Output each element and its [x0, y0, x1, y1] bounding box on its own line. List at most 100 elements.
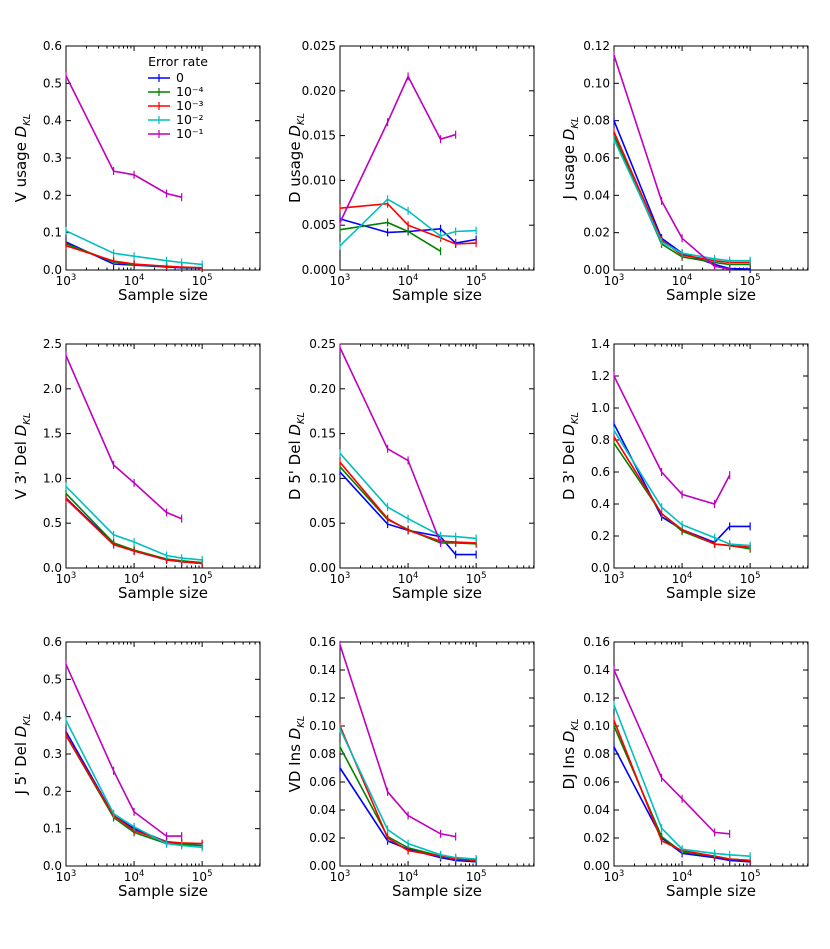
series-line [65, 734, 203, 847]
y-tick-label: 0.10 [309, 471, 336, 485]
y-tick-label: 0.2 [591, 529, 610, 543]
series-line [339, 452, 477, 540]
y-tick-label: 0.06 [583, 775, 610, 789]
x-axis-label: Sample size [392, 584, 482, 602]
x-tick-label: 105 [466, 869, 487, 884]
x-tick-label: 104 [398, 571, 419, 586]
y-axis-label: DJ Ins DKL [560, 719, 581, 790]
series-line [339, 644, 456, 838]
x-tick-label: 105 [740, 273, 761, 288]
legend-entry-label: 10⁻⁴ [176, 84, 204, 99]
y-axis-label: VD Ins DKL [286, 716, 307, 793]
x-tick-label: 103 [604, 571, 625, 586]
panel-8: 0.00 0.02 0.04 0.06 0.08 0.10 0.12 0.14 0.16 103 1… [286, 635, 535, 900]
series-line [339, 347, 442, 544]
y-tick-label: 0.2 [43, 784, 62, 798]
y-tick-label: 0.0 [43, 859, 62, 873]
y-tick-label: 0.6 [43, 39, 62, 53]
series-line [339, 198, 477, 247]
x-tick-label: 103 [330, 273, 351, 288]
y-tick-label: 2.0 [43, 382, 62, 396]
series-line [613, 135, 751, 266]
panel-9: 0.00 0.02 0.04 0.06 0.08 0.10 0.12 0.14 0.16 103 1… [560, 635, 809, 900]
series-line [65, 664, 182, 837]
y-tick-label: 0.16 [583, 635, 610, 649]
x-tick-label: 104 [124, 571, 145, 586]
series-line [65, 498, 203, 565]
y-tick-label: 0.4 [43, 114, 62, 128]
series-line [339, 728, 477, 860]
x-axis-label: Sample size [392, 882, 482, 900]
x-tick-label: 104 [672, 273, 693, 288]
y-tick-label: 0.2 [43, 188, 62, 202]
series-line [613, 429, 751, 547]
x-axis-label: Sample size [118, 882, 208, 900]
x-tick-label: 105 [740, 571, 761, 586]
x-tick-label: 103 [330, 869, 351, 884]
y-tick-label: 0.10 [309, 719, 336, 733]
y-axis-label: D usage DKL [286, 113, 307, 203]
y-tick-label: 0.00 [583, 263, 610, 277]
y-tick-label: 0.6 [43, 635, 62, 649]
series-line [339, 725, 477, 862]
x-tick-label: 103 [604, 869, 625, 884]
series-line [339, 218, 477, 244]
panel-6: 0.0 0.2 0.4 0.6 0.8 1.0 1.2 1.4 103 104 105Sample … [560, 337, 809, 602]
series-line [65, 355, 182, 520]
y-tick-label: 0.08 [583, 114, 610, 128]
y-tick-label: 0.10 [583, 76, 610, 90]
x-tick-label: 105 [466, 273, 487, 288]
y-tick-label: 0.05 [309, 516, 336, 530]
series-line [339, 471, 477, 556]
series-line [65, 493, 203, 564]
y-tick-label: 0.3 [43, 151, 62, 165]
series-line [613, 120, 751, 270]
x-tick-label: 103 [604, 273, 625, 288]
y-tick-label: 0.000 [302, 263, 336, 277]
x-tick-label: 105 [740, 869, 761, 884]
plot-frame [613, 45, 809, 271]
plot-frame [65, 343, 261, 569]
y-tick-label: 0.25 [309, 337, 336, 351]
series-line [65, 485, 203, 561]
y-axis-label: J usage DKL [560, 117, 581, 201]
y-axis-label: V usage DKL [12, 114, 33, 203]
x-tick-label: 104 [398, 273, 419, 288]
x-tick-label: 105 [192, 869, 213, 884]
y-tick-label: 0.0 [43, 561, 62, 575]
y-tick-label: 0.00 [309, 561, 336, 575]
series-line [613, 131, 751, 264]
y-tick-label: 0.04 [309, 803, 336, 817]
plot-frame [65, 641, 261, 867]
y-tick-label: 0.06 [583, 151, 610, 165]
plot-frame [65, 45, 261, 271]
y-tick-label: 0.00 [583, 859, 610, 873]
legend-entry-label: 10⁻¹ [176, 126, 204, 141]
series-line [65, 720, 203, 849]
legend-title: Error rate [148, 54, 208, 69]
y-tick-label: 0.15 [309, 427, 336, 441]
series-line [613, 720, 751, 862]
y-tick-label: 0.20 [309, 382, 336, 396]
y-tick-label: 0.14 [583, 663, 610, 677]
series-line [613, 704, 751, 857]
y-tick-label: 0.005 [302, 218, 336, 232]
series-line [339, 74, 456, 223]
y-tick-label: 0.010 [302, 173, 336, 187]
x-axis-label: Sample size [666, 584, 756, 602]
x-axis-label: Sample size [392, 286, 482, 304]
y-tick-label: 0.06 [309, 775, 336, 789]
series-line [65, 244, 203, 269]
y-tick-label: 0.12 [309, 691, 336, 705]
plot-frame [613, 641, 809, 867]
y-tick-label: 0.08 [583, 747, 610, 761]
series-line [613, 436, 751, 548]
y-tick-label: 0.5 [43, 672, 62, 686]
y-tick-label: 0.6 [591, 465, 610, 479]
x-tick-label: 103 [56, 571, 77, 586]
